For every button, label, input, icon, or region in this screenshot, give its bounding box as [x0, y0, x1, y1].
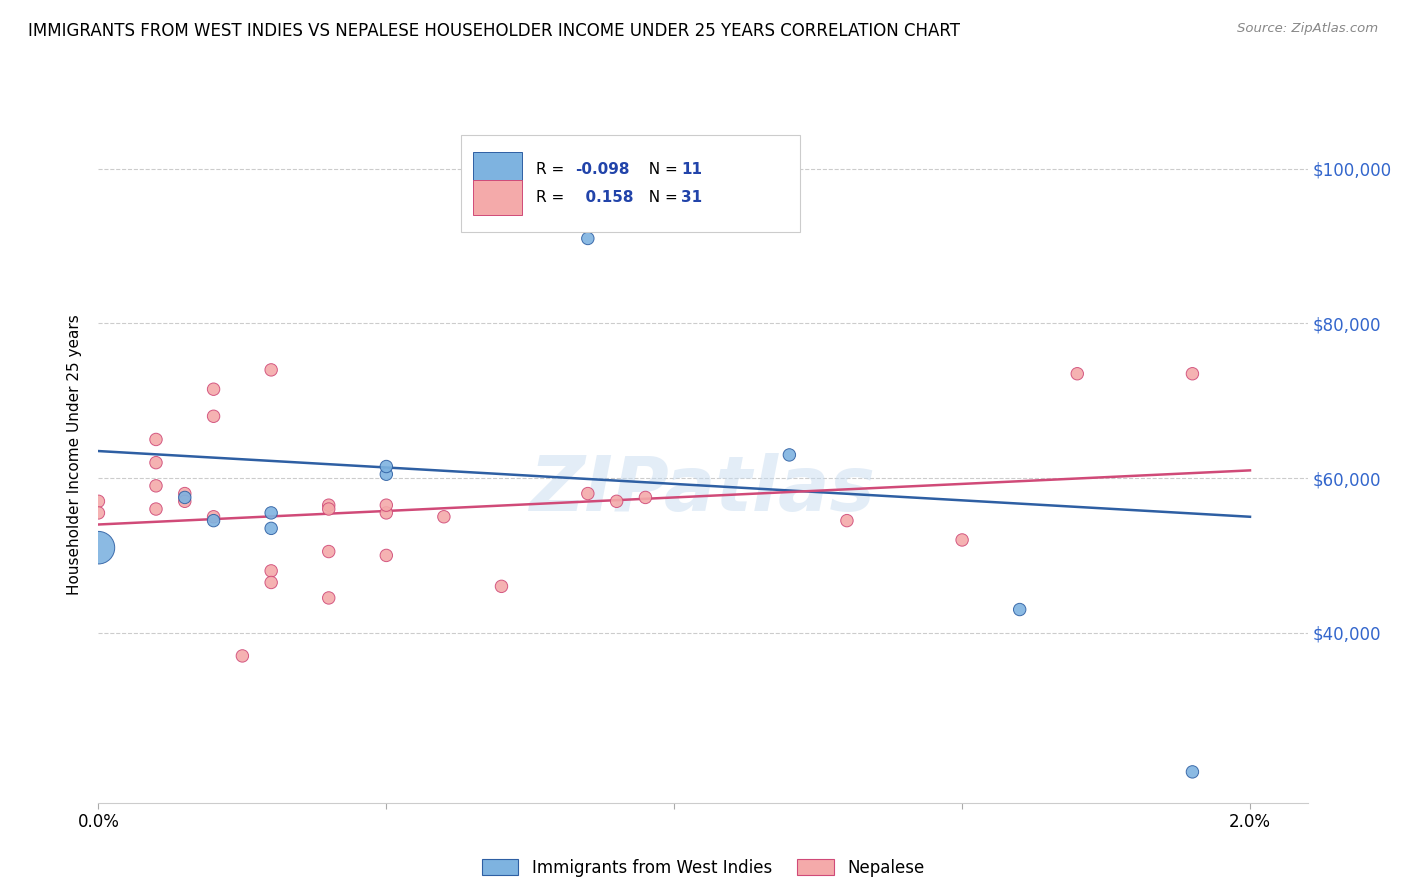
Point: [491, 579, 513, 593]
Point: [375, 459, 398, 474]
Point: [145, 502, 167, 516]
Point: [202, 409, 225, 424]
Y-axis label: Householder Income Under 25 years: Householder Income Under 25 years: [67, 315, 83, 595]
FancyBboxPatch shape: [461, 135, 800, 232]
Point: [576, 486, 599, 500]
Point: [950, 533, 973, 547]
Point: [260, 363, 283, 377]
Point: [318, 498, 340, 512]
Point: [1066, 367, 1088, 381]
Point: [260, 564, 283, 578]
Point: [260, 506, 283, 520]
Text: 11: 11: [682, 162, 702, 178]
Point: [260, 575, 283, 590]
Point: [375, 549, 398, 563]
Text: -0.098: -0.098: [575, 162, 630, 178]
FancyBboxPatch shape: [474, 153, 522, 187]
Point: [87, 506, 110, 520]
Point: [145, 433, 167, 447]
Point: [318, 502, 340, 516]
Point: [835, 514, 858, 528]
Point: [375, 467, 398, 482]
Point: [1181, 764, 1204, 779]
Point: [433, 509, 456, 524]
Point: [202, 514, 225, 528]
Point: [173, 494, 195, 508]
Point: [87, 541, 110, 555]
Point: [606, 494, 628, 508]
Text: 0.158: 0.158: [575, 190, 633, 205]
Point: [1008, 602, 1031, 616]
Text: Source: ZipAtlas.com: Source: ZipAtlas.com: [1237, 22, 1378, 36]
Point: [231, 648, 253, 663]
Point: [375, 498, 398, 512]
Point: [634, 491, 657, 505]
Text: ZIPatlas: ZIPatlas: [530, 453, 876, 526]
FancyBboxPatch shape: [474, 180, 522, 215]
Text: N =: N =: [638, 190, 682, 205]
Text: IMMIGRANTS FROM WEST INDIES VS NEPALESE HOUSEHOLDER INCOME UNDER 25 YEARS CORREL: IMMIGRANTS FROM WEST INDIES VS NEPALESE …: [28, 22, 960, 40]
Point: [1181, 367, 1204, 381]
Text: R =: R =: [536, 190, 569, 205]
Text: N =: N =: [638, 162, 682, 178]
Point: [173, 491, 195, 505]
Point: [318, 544, 340, 558]
Point: [202, 509, 225, 524]
Point: [173, 486, 195, 500]
Text: 31: 31: [682, 190, 703, 205]
Point: [260, 521, 283, 535]
Point: [87, 494, 110, 508]
Point: [576, 231, 599, 245]
Legend: Immigrants from West Indies, Nepalese: Immigrants from West Indies, Nepalese: [474, 850, 932, 885]
Point: [778, 448, 800, 462]
Text: R =: R =: [536, 162, 569, 178]
Point: [318, 591, 340, 605]
Point: [202, 382, 225, 396]
Point: [145, 479, 167, 493]
Point: [145, 456, 167, 470]
Point: [375, 506, 398, 520]
